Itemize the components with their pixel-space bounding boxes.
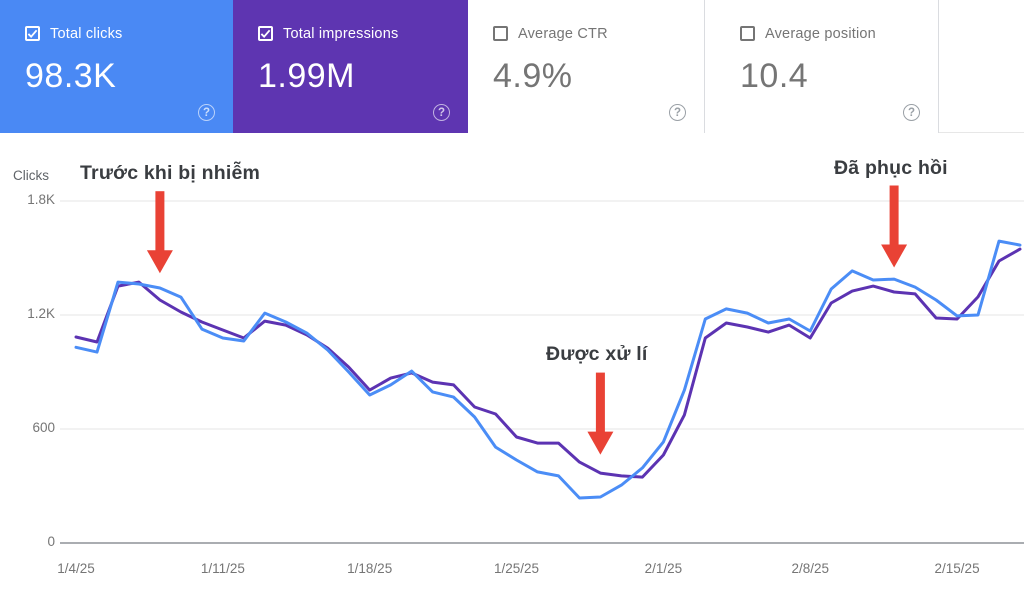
card-header: Average CTR xyxy=(493,25,704,42)
annotation-arrow-icon xyxy=(587,372,614,455)
x-axis-tick-label: 1/25/25 xyxy=(494,561,540,576)
average-ctr-value: 4.9% xyxy=(493,57,573,95)
x-axis-tick-label: 1/11/25 xyxy=(200,561,245,576)
y-axis-title: Clicks xyxy=(13,168,49,183)
y-axis-tick-label: 1.8K xyxy=(27,192,55,207)
annotation-arrow-icon xyxy=(881,185,908,268)
card-average-ctr[interactable]: Average CTR 4.9% ? xyxy=(468,0,704,133)
x-axis-tick-label: 1/4/25 xyxy=(57,561,95,576)
series-line-total-impressions-scaled-to-clicks-axis xyxy=(74,247,1022,479)
help-icon[interactable]: ? xyxy=(903,104,920,121)
x-axis-tick-label: 2/8/25 xyxy=(791,561,829,576)
annotation-before-infection: Trước khi bị nhiễm xyxy=(80,162,261,184)
annotation-recovered: Đã phục hồi xyxy=(834,157,948,179)
total-clicks-checkbox-checked[interactable] xyxy=(25,26,40,41)
card-label: Average CTR xyxy=(518,25,608,42)
metric-cards-row: Total clicks 98.3K ? Total impressions 1… xyxy=(0,0,1024,133)
card-label: Total clicks xyxy=(50,25,123,42)
y-axis-tick-label: 600 xyxy=(32,420,55,435)
check-icon xyxy=(260,29,271,39)
total-impressions-value: 1.99M xyxy=(258,57,355,95)
card-label: Total impressions xyxy=(283,25,399,42)
performance-chart: Clicks 1.8K 1.2K 600 0 1/4/25 1/11/25 1/18/25… xyxy=(0,133,1024,595)
total-clicks-value: 98.3K xyxy=(25,57,117,95)
card-total-clicks[interactable]: Total clicks 98.3K ? xyxy=(0,0,233,133)
average-position-checkbox-unchecked[interactable] xyxy=(740,26,755,41)
card-total-impressions[interactable]: Total impressions 1.99M ? xyxy=(233,0,468,133)
series-line-total-clicks xyxy=(74,239,1022,500)
help-icon[interactable]: ? xyxy=(669,104,686,121)
x-axis-tick-label: 2/1/25 xyxy=(644,561,683,576)
card-label: Average position xyxy=(765,25,876,42)
x-axis-tick-label: 2/15/25 xyxy=(934,561,980,576)
y-axis-tick-label: 1.2K xyxy=(27,306,55,321)
x-axis-tick-label: 1/18/25 xyxy=(347,561,393,576)
y-axis-tick-label: 0 xyxy=(47,534,55,549)
total-impressions-checkbox-checked[interactable] xyxy=(258,26,273,41)
annotation-processed: Được xử lí xyxy=(546,343,648,365)
annotation-arrow-icon xyxy=(146,191,173,274)
card-header: Average position xyxy=(740,25,938,42)
average-ctr-checkbox-unchecked[interactable] xyxy=(493,26,508,41)
average-position-value: 10.4 xyxy=(740,57,809,95)
card-header: Total clicks xyxy=(25,25,233,42)
card-header: Total impressions xyxy=(258,25,468,42)
cards-row-spacer xyxy=(939,0,1024,132)
check-icon xyxy=(27,29,38,39)
card-average-position[interactable]: Average position 10.4 ? xyxy=(704,0,939,133)
help-icon[interactable]: ? xyxy=(433,104,450,121)
help-icon[interactable]: ? xyxy=(198,104,215,121)
